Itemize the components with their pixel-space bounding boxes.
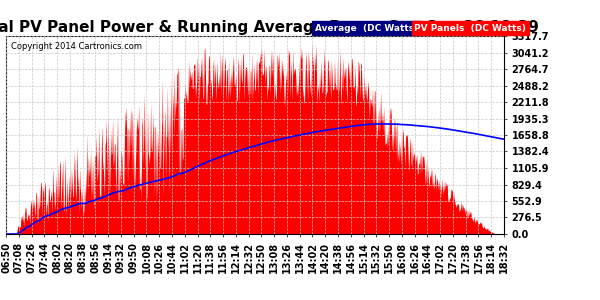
Text: Average  (DC Watts): Average (DC Watts): [315, 24, 418, 33]
Text: PV Panels  (DC Watts): PV Panels (DC Watts): [415, 24, 526, 33]
Text: Copyright 2014 Cartronics.com: Copyright 2014 Cartronics.com: [11, 42, 142, 51]
Title: Total PV Panel Power & Running Average Power Sun Sep 28 18:39: Total PV Panel Power & Running Average P…: [0, 20, 538, 35]
